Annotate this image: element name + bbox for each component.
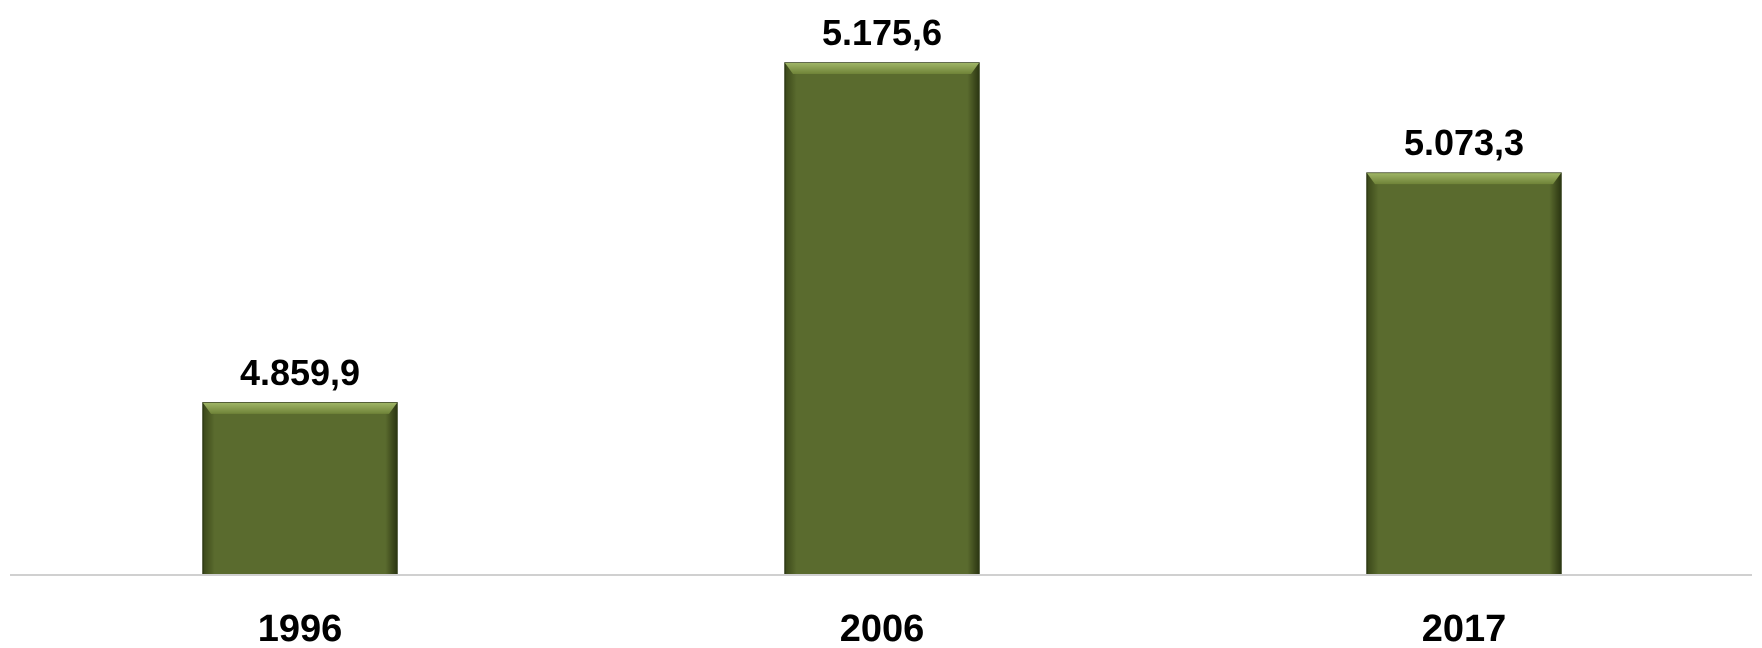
x-tick-label-1996: 1996	[258, 608, 343, 648]
data-label-2006: 5.175,6	[822, 12, 942, 53]
x-tick-label-2006: 2006	[840, 608, 925, 648]
x-tick-label-2017: 2017	[1422, 608, 1507, 648]
bar-body-2017	[1366, 172, 1562, 576]
labels-layer: 4.859,9 1996 5.175,6 2006 5.073,3 2017	[240, 12, 1524, 648]
bar-body-2006	[784, 62, 980, 576]
bars-layer	[202, 62, 1562, 576]
bar-bevel-1996	[203, 402, 397, 414]
bar-body-1996	[202, 402, 398, 576]
bar-1996	[202, 402, 398, 576]
data-label-1996: 4.859,9	[240, 352, 360, 393]
bar-bevel-2006	[785, 63, 979, 74]
bar-2006	[784, 62, 980, 576]
bar-2017	[1366, 172, 1562, 576]
data-label-2017: 5.073,3	[1404, 122, 1524, 163]
bar-bevel-2017	[1367, 173, 1561, 185]
